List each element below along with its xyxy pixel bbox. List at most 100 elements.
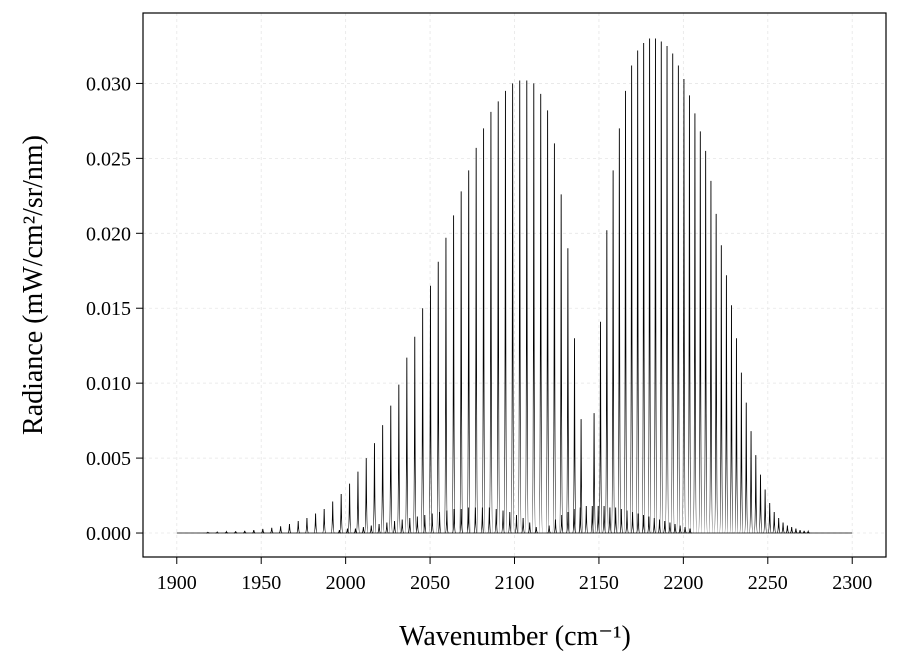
spectral-line [584,506,589,534]
spectral-line [215,531,219,534]
spectral-line [572,509,577,534]
spectral-line [806,529,810,534]
y-tick-label: 0.015 [86,298,131,320]
spectral-line [559,515,564,534]
spectral-line [641,42,646,534]
x-tick-label: 1950 [241,572,281,594]
x-tick-label: 2100 [495,572,535,594]
spectral-line [623,90,628,534]
spectral-line [296,521,301,534]
spectral-line [724,275,729,534]
spectral-line [369,525,374,534]
spectral-line [278,526,283,534]
spectral-line [388,405,393,534]
spectral-line [514,515,519,534]
spectral-line [714,213,719,534]
spectral-line [330,501,335,534]
spectral-line [487,507,492,534]
spectral-line [670,53,675,534]
spectral-line [553,519,558,534]
spectral-line [652,518,657,534]
spectral-line [781,522,785,534]
spectral-line [794,528,798,534]
spectral-line [681,78,686,534]
spectral-line [547,525,551,534]
spectral-line [507,512,512,534]
spectral-line [636,513,641,534]
spectral-line [662,521,667,534]
spectral-line [653,38,658,534]
spectral-line [261,528,265,534]
spectral-line [673,524,677,534]
spectral-line [772,512,777,534]
spectral-line [763,489,768,534]
x-tick-label: 2200 [663,572,703,594]
spectral-line [719,245,724,534]
spectral-line [347,483,352,534]
spectral-line [459,509,464,534]
spectral-line [657,519,662,534]
spectral-line [729,305,734,534]
spectral-line [396,384,401,534]
y-tick-label: 0.005 [86,448,131,470]
spectral-line [353,528,358,534]
spectral-line [590,506,595,534]
spectral-line [422,515,427,534]
spectral-line [385,522,389,534]
spectral-line [500,510,506,534]
spectral-line [739,372,744,534]
spectral-line [617,128,622,534]
spectral-line [744,402,749,534]
spectral-line [481,128,486,534]
spectral-line [641,515,646,534]
spectral-line [703,150,708,534]
spectral-line [392,521,397,534]
spectral-line [313,513,318,534]
spectral-line [345,528,350,534]
spectral-line [572,338,577,534]
spectral-line [692,113,697,534]
spectral-line [510,83,515,534]
spectral-line [592,413,597,534]
spectral-line [224,530,229,534]
spectral-line [798,529,802,534]
spectral-line [436,261,441,534]
spectral-line [678,525,682,534]
x-tick-label: 2050 [410,572,450,594]
spectral-line [659,41,664,534]
spectral-line [443,237,448,534]
spectral-line [380,425,385,534]
spectral-line [611,170,616,534]
spectral-line [602,506,607,534]
spectral-line [206,531,210,534]
spectral-line [635,50,640,534]
spectral-line [452,509,457,534]
spectral-line [531,83,536,534]
spectral-line [494,509,499,534]
spectral-line [466,170,471,534]
spectral-line [444,510,449,534]
spectral-line [565,248,570,534]
spectral-line [758,474,763,534]
spectral-line [364,458,369,534]
spectral-line [598,321,603,534]
spectral-line [767,503,772,534]
y-axis-label: Radiance (mW/cm²/sr/nm) [18,135,49,435]
spectral-line [473,507,478,534]
spectral-line [776,518,781,534]
spectral-line [630,512,635,534]
spectral-line [664,45,670,534]
spectral-line [552,143,557,534]
spectral-line [596,506,601,534]
spectral-line [668,522,672,534]
spectral-line [607,507,612,534]
spectral-line [527,522,532,534]
x-axis-label: Wavenumber (cm⁻¹) [399,621,631,652]
spectral-line [372,443,377,534]
spectral-line [503,90,508,534]
spectral-line [243,530,247,534]
y-tick-label: 0.000 [86,523,131,545]
spectral-line [480,507,485,534]
spectral-line [437,512,442,534]
